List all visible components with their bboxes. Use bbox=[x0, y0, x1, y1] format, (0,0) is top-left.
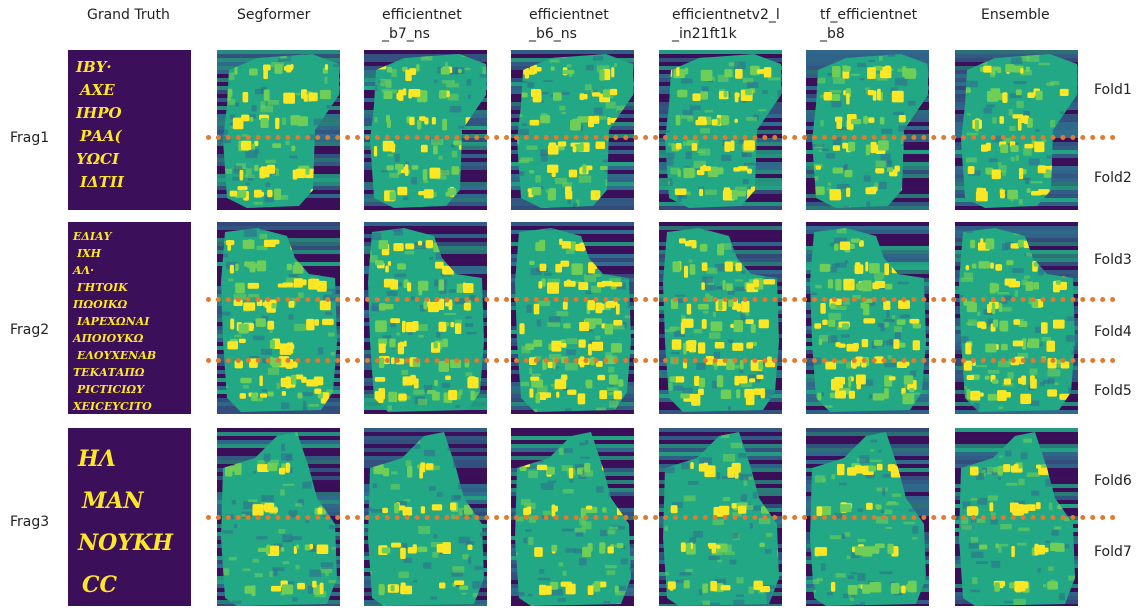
ground-truth-line: ΜΑΝ bbox=[81, 488, 144, 514]
ground-truth-line: ΙΒΥ· bbox=[75, 58, 112, 76]
ground-truth-line: ΗΛ bbox=[77, 446, 116, 472]
prediction-heatmap bbox=[511, 50, 634, 210]
prediction-heatmap bbox=[511, 222, 634, 414]
fold-label-6: Fold6 bbox=[1094, 473, 1132, 489]
prediction-heatmap bbox=[217, 50, 340, 210]
header-effnet-b6: efficientnet _b6_ns bbox=[529, 7, 609, 42]
ground-truth-line: ΤΕΚΑΤΑΠΩ bbox=[73, 366, 145, 379]
prediction-frag2-tf-effnet-b8 bbox=[806, 222, 929, 414]
fold-label-2: Fold2 bbox=[1094, 170, 1132, 186]
fold-label-5: Fold5 bbox=[1094, 383, 1132, 399]
fold-divider-6-7 bbox=[206, 515, 1116, 520]
header-segformer: Segformer bbox=[237, 7, 311, 23]
prediction-frag2-effnetv2-l bbox=[659, 222, 782, 414]
header-effnetv2-l: efficientnetv2_l _in21ft1k bbox=[672, 7, 780, 42]
header-effnet-b7: efficientnet _b7_ns bbox=[382, 7, 462, 42]
header-grand-truth: Grand Truth bbox=[87, 7, 170, 23]
prediction-frag2-ensemble bbox=[955, 222, 1078, 414]
fold-label-4: Fold4 bbox=[1094, 324, 1132, 340]
prediction-frag1-effnetv2-l bbox=[659, 50, 782, 210]
fold-label-7: Fold7 bbox=[1094, 544, 1132, 560]
ground-truth-line: ΙΑΡΕΧΩΝΑΙ bbox=[76, 315, 150, 328]
prediction-frag1-tf-effnet-b8 bbox=[806, 50, 929, 210]
fold-divider-4-5 bbox=[206, 358, 1116, 363]
ground-truth-line: ΡΑΑ( bbox=[79, 127, 123, 145]
ground-truth-line: ΥΩCΙ bbox=[76, 150, 120, 168]
prediction-heatmap bbox=[217, 222, 340, 414]
ground-truth-line: ΓΗΤΟΙΚ bbox=[76, 281, 128, 294]
header-tf-effnet-b8: tf_efficientnet _b8 bbox=[820, 7, 918, 42]
ground-truth-line: ΑΠΟΙΟΥΚΩ bbox=[72, 332, 144, 345]
row-label-frag1: Frag1 bbox=[10, 130, 50, 146]
ground-truth-frag1: ΙΒΥ· ΑΧΕ ΙΗΡΟ ΡΑΑ( ΥΩCΙ ΙΔΤΙΙ bbox=[68, 50, 191, 210]
ground-truth-frag2: ΕΔΙΑΥ ΙΧΗ ΑΛ· ΓΗΤΟΙΚ ΠΩΟΙΚΩ ΙΑΡΕΧΩΝΑΙ ΑΠΟΙΟΥΚΩ… bbox=[68, 222, 191, 414]
prediction-frag1-effnet-b6 bbox=[511, 50, 634, 210]
prediction-frag2-effnet-b6 bbox=[511, 222, 634, 414]
prediction-heatmap bbox=[955, 222, 1078, 414]
prediction-frag1-ensemble bbox=[955, 50, 1078, 210]
fold-divider-1-2 bbox=[206, 135, 1116, 140]
prediction-heatmap bbox=[364, 222, 487, 414]
prediction-frag2-segformer bbox=[217, 222, 340, 414]
ground-truth-line: CC bbox=[82, 572, 118, 598]
ground-truth-line: ΡΙCΤΙCΙΩΥ bbox=[76, 383, 145, 396]
prediction-heatmap bbox=[659, 222, 782, 414]
fold-label-3: Fold3 bbox=[1094, 252, 1132, 268]
fold-divider-3-4 bbox=[206, 297, 1116, 302]
prediction-heatmap bbox=[364, 50, 487, 210]
ground-truth-line: ΕΛΟΥΧΕΝΑΒ bbox=[76, 349, 156, 362]
prediction-heatmap bbox=[955, 50, 1078, 210]
ground-truth-text-frag2: ΕΔΙΑΥ ΙΧΗ ΑΛ· ΓΗΤΟΙΚ ΠΩΟΙΚΩ ΙΑΡΕΧΩΝΑΙ ΑΠΟΙΟΥΚΩ… bbox=[72, 230, 156, 413]
prediction-frag1-effnet-b7 bbox=[364, 50, 487, 210]
ground-truth-line: ΙΗΡΟ bbox=[75, 104, 122, 122]
prediction-frag2-effnet-b7 bbox=[364, 222, 487, 414]
ground-truth-line: ΙΧΗ bbox=[76, 247, 102, 260]
prediction-frag1-segformer bbox=[217, 50, 340, 210]
ground-truth-frag3: ΗΛ ΜΑΝ ΝΟΥΚΗ CC bbox=[68, 428, 191, 606]
ground-truth-text-frag1: ΙΒΥ· ΑΧΕ ΙΗΡΟ ΡΑΑ( ΥΩCΙ ΙΔΤΙΙ bbox=[75, 58, 125, 191]
ground-truth-line: ΙΔΤΙΙ bbox=[79, 173, 125, 191]
ground-truth-line: ΠΩΟΙΚΩ bbox=[72, 298, 127, 311]
ground-truth-line: ΑΛ· bbox=[72, 264, 94, 277]
ground-truth-line: ΝΟΥΚΗ bbox=[77, 530, 174, 556]
ground-truth-line: ΑΧΕ bbox=[78, 81, 115, 99]
ground-truth-line: ΧΕΙCΕΥCΙΤΟ bbox=[72, 400, 152, 413]
prediction-heatmap bbox=[806, 222, 929, 414]
ground-truth-text-frag3: ΗΛ ΜΑΝ ΝΟΥΚΗ CC bbox=[77, 446, 174, 598]
header-ensemble: Ensemble bbox=[981, 7, 1050, 23]
row-label-frag3: Frag3 bbox=[10, 514, 50, 530]
fold-label-1: Fold1 bbox=[1094, 82, 1132, 98]
prediction-heatmap bbox=[806, 50, 929, 210]
ground-truth-line: ΕΔΙΑΥ bbox=[72, 230, 113, 243]
row-label-frag2: Frag2 bbox=[10, 322, 50, 338]
prediction-heatmap bbox=[659, 50, 782, 210]
